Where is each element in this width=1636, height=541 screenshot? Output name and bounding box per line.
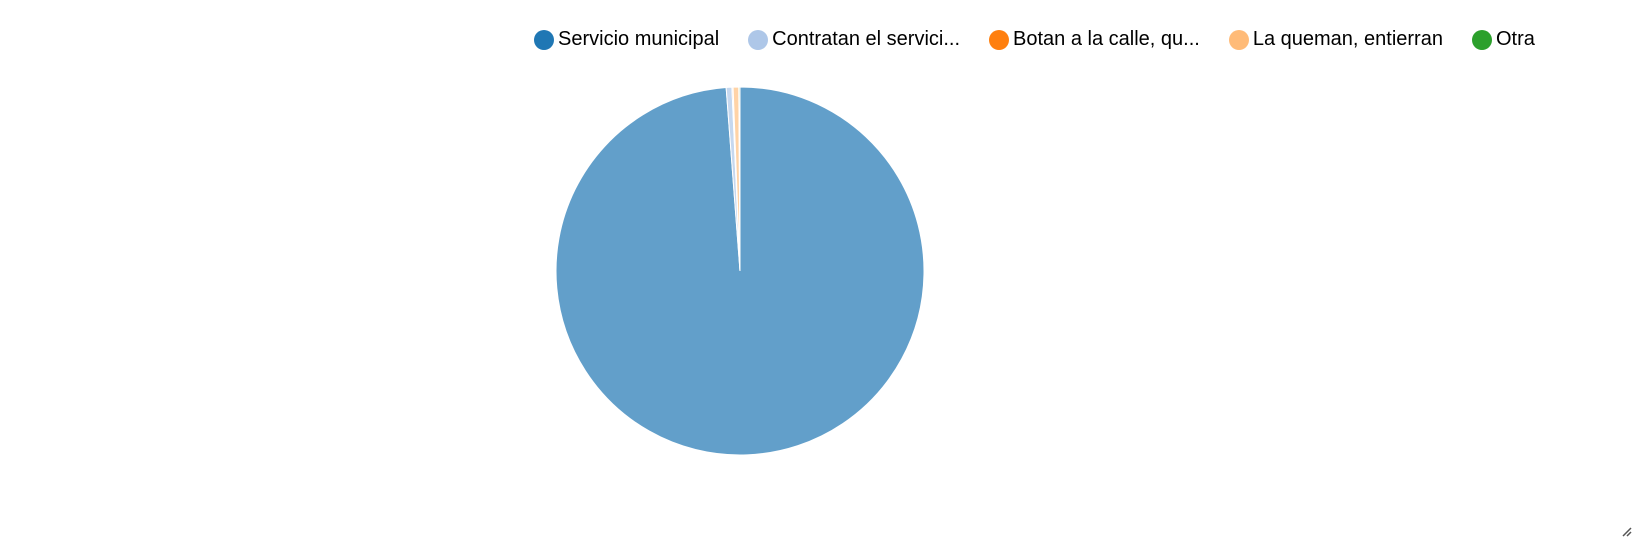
legend-label: Otra <box>1495 28 1535 50</box>
legend-item[interactable]: La queman, entierran <box>1228 28 1443 51</box>
legend-swatch <box>748 29 769 50</box>
legend-item[interactable]: Contratan el servici... <box>748 28 960 51</box>
legend-item[interactable]: Otra <box>1471 28 1535 51</box>
legend-label: Servicio municipal <box>558 28 720 50</box>
legend-swatch <box>534 29 554 50</box>
legend-item[interactable]: Botan a la calle, qu... <box>989 28 1200 51</box>
pie-slice[interactable] <box>738 86 741 272</box>
legend-swatch <box>1471 29 1492 50</box>
chart-legend: Servicio municipal Contratan el servici..… <box>534 28 1535 51</box>
legend-swatch <box>1228 29 1249 50</box>
legend-swatch <box>989 29 1010 50</box>
legend-label: La queman, entierran <box>1252 28 1443 50</box>
legend-item[interactable]: Servicio municipal <box>534 28 719 51</box>
legend-label: Botan a la calle, qu... <box>1013 28 1200 50</box>
legend-label: Contratan el servici... <box>772 28 961 50</box>
resize-grip-icon[interactable] <box>1620 525 1632 537</box>
